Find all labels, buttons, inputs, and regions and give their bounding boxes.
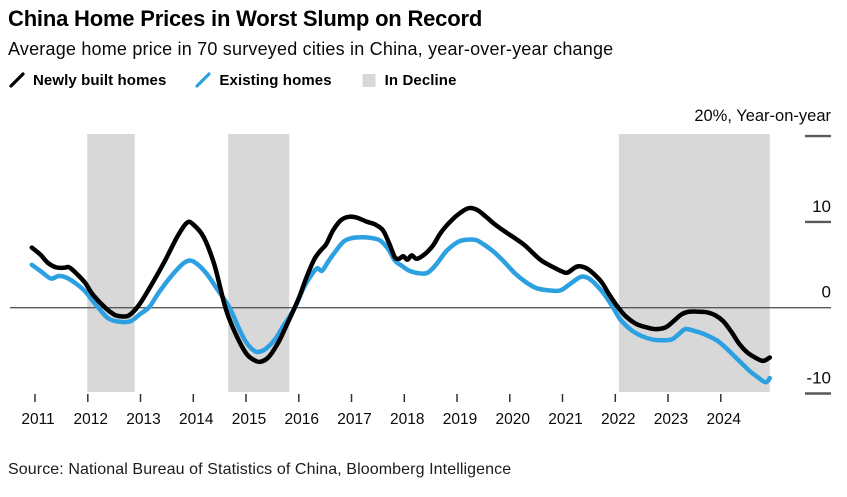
x-tick-label: 2023 [654,411,688,428]
x-axis: 2011 2012 2013 2014 2015 2016 2017 2018 2019 2020… [21,394,741,428]
legend-label: Existing homes [219,71,332,89]
legend-label: In Decline [384,71,457,89]
x-tick-label: 2021 [548,411,582,428]
x-tick-label: 2019 [443,411,477,428]
decline-bands [87,134,770,392]
x-tick-label: 2014 [179,411,214,428]
series-newly-built-homes [29,205,773,365]
x-tick-label: 2015 [232,411,266,428]
existing-homes-line-icon [195,72,211,88]
legend-label: Newly built homes [33,71,167,89]
decline-band [87,134,135,392]
x-tick-label: 2016 [285,411,319,428]
y-tick-label: 0 [822,283,831,302]
decline-band [228,134,290,392]
chart-title: China Home Prices in Worst Slump on Reco… [8,6,483,31]
x-tick-label: 2011 [21,411,54,428]
y-tick-label: -10 [806,369,831,388]
x-tick-label: 2012 [74,411,108,428]
x-tick-label: 2013 [126,411,160,428]
legend-item-in-decline: In Decline [360,71,457,89]
chart-subtitle: Average home price in 70 surveyed cities… [8,39,614,59]
series-existing-homes [29,235,773,385]
y-axis-title: 20%, Year-on-year [694,107,831,125]
newly-built-homes-line-icon [9,72,25,88]
x-tick-label: 2017 [337,411,371,428]
x-tick-label: 2022 [601,411,635,428]
in-decline-band-icon [362,74,376,87]
legend: Newly built homes Existing homes In Decl… [8,71,457,89]
legend-item-newly-built-homes: Newly built homes [8,71,166,89]
x-tick-label: 2020 [496,411,531,428]
legend-item-existing-homes: Existing homes [194,71,332,89]
x-tick-label: 2024 [707,411,742,428]
source-note: Source: National Bureau of Statistics of… [8,461,512,478]
y-tick-label: 10 [812,197,831,216]
x-tick-label: 2018 [390,411,424,428]
y-axis: 10 0 -10 20%, Year-on-year [694,107,831,395]
